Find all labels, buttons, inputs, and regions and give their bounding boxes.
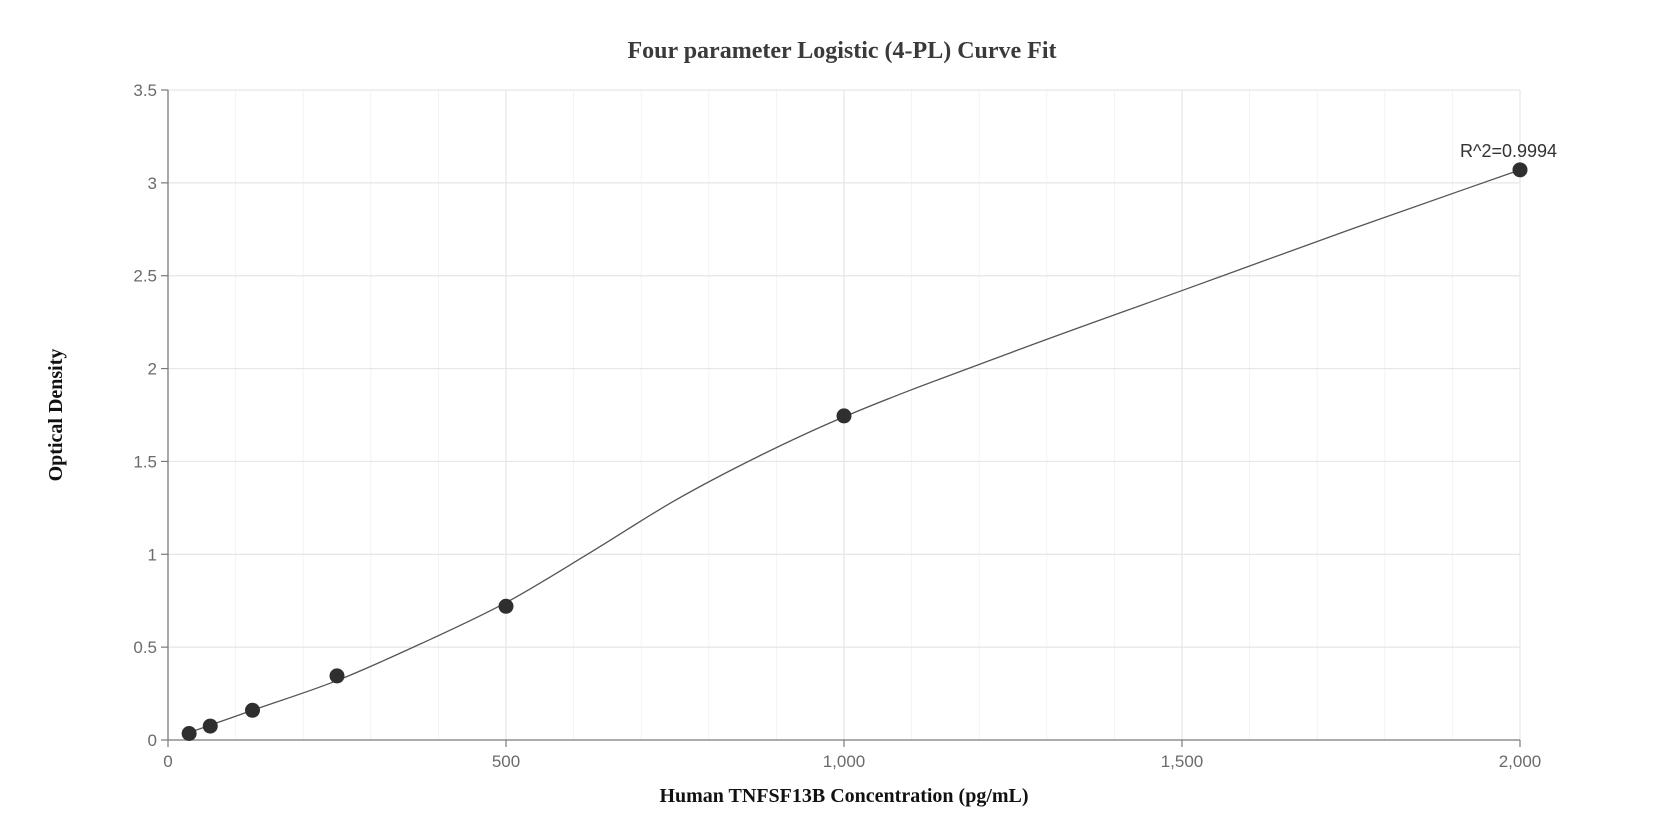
chart-title: Four parameter Logistic (4-PL) Curve Fit [627, 38, 1056, 64]
x-tick-label: 500 [492, 752, 520, 771]
y-axis-ticks: 0 0.5 1 1.5 2 2.5 3 3.5 [133, 81, 168, 750]
x-tick-label: 1,000 [823, 752, 866, 771]
x-tick-label: 0 [163, 752, 172, 771]
y-tick-label: 1.5 [133, 452, 157, 471]
data-points [181, 162, 1528, 741]
y-tick-label: 0 [148, 731, 157, 750]
fit-curve-line [188, 169, 1521, 734]
y-tick-label: 3 [148, 174, 157, 193]
y-axis-label: Optical Density [45, 349, 67, 482]
data-point [329, 668, 345, 684]
data-point [181, 726, 197, 741]
r-squared-annotation: R^2=0.9994 [1460, 141, 1557, 161]
data-point [498, 598, 514, 614]
y-tick-label: 3.5 [133, 81, 157, 100]
x-axis-label: Human TNFSF13B Concentration (pg/mL) [659, 785, 1028, 807]
y-tick-label: 0.5 [133, 638, 157, 657]
y-tick-label: 2.5 [133, 267, 157, 286]
x-axis-ticks: 0 500 1,000 1,500 2,000 [163, 740, 1541, 771]
data-point [836, 408, 852, 424]
x-tick-label: 2,000 [1499, 752, 1542, 771]
y-tick-label: 2 [148, 360, 157, 379]
minor-gridlines [235, 90, 1453, 740]
annotations: R^2=0.9994 [1460, 141, 1557, 161]
data-point [202, 718, 218, 734]
x-tick-label: 1,500 [1161, 752, 1204, 771]
data-point [245, 702, 260, 718]
y-tick-label: 1 [148, 545, 157, 564]
data-point [1512, 162, 1528, 178]
